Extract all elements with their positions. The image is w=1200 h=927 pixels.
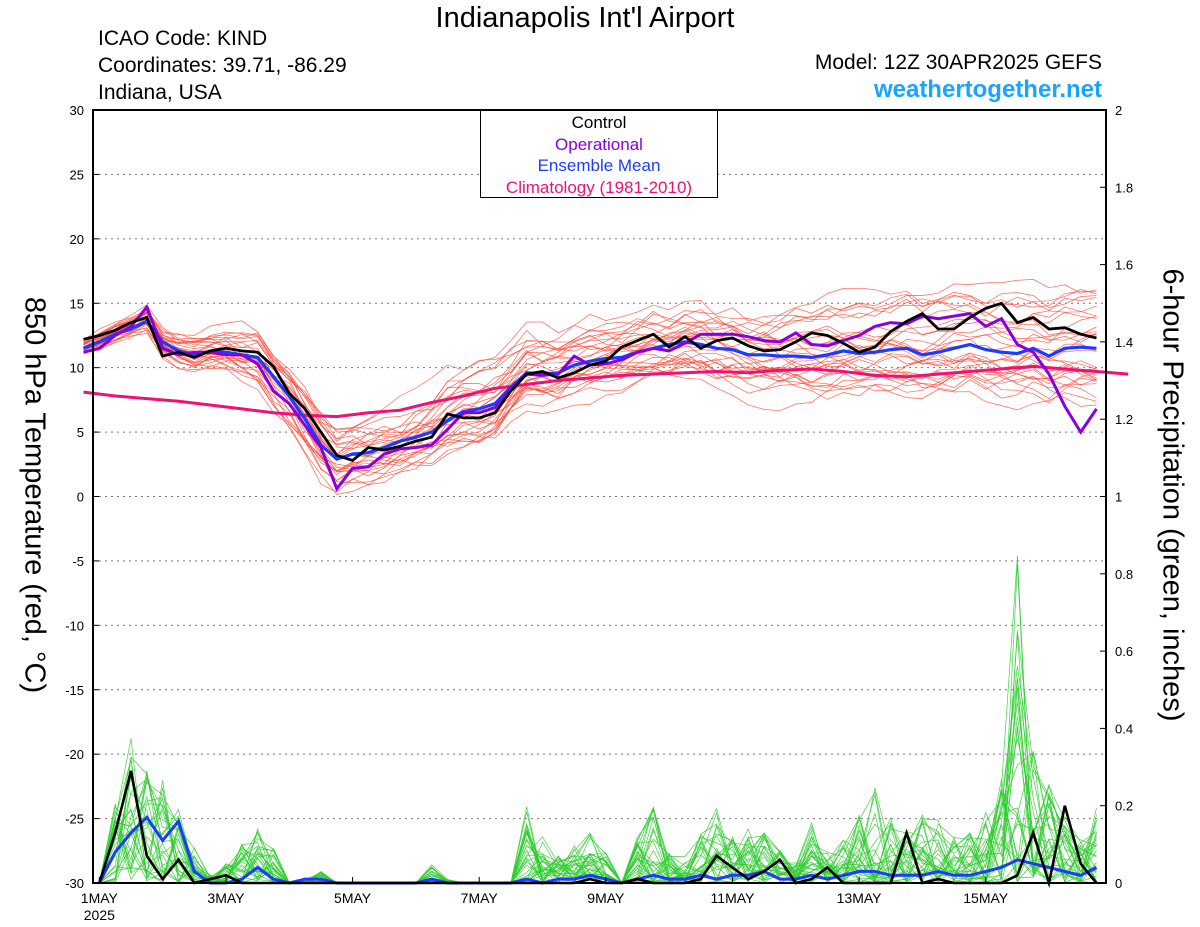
temperature-member-line bbox=[83, 279, 1097, 431]
x-tick-sublabel: 2025 bbox=[84, 907, 115, 923]
temperature-member-line bbox=[83, 293, 1097, 432]
temperature-member-line bbox=[83, 292, 1097, 440]
legend-ensemble-mean: Ensemble Mean bbox=[537, 156, 661, 175]
y-tick-label-left: -25 bbox=[65, 812, 84, 827]
legend-climatology: Climatology (1981-2010) bbox=[505, 177, 693, 197]
precipitation-member-line bbox=[98, 780, 1097, 884]
control-temperature-line bbox=[83, 301, 1097, 462]
ensemble-mean-precipitation-line bbox=[97, 814, 1098, 885]
temperature-member-line bbox=[83, 330, 1097, 495]
y-tick-label-left: 25 bbox=[70, 167, 84, 182]
y-tick-label-right: 0.6 bbox=[1115, 644, 1133, 659]
y-tick-label-right: 1.2 bbox=[1115, 412, 1133, 427]
temperature-member-line bbox=[83, 315, 1097, 456]
icao-code: ICAO Code: KIND bbox=[98, 27, 268, 50]
y-tick-label-left: -30 bbox=[65, 876, 84, 891]
y-tick-label-right: 2 bbox=[1115, 103, 1122, 118]
model-run: Model: 12Z 30APR2025 GEFS bbox=[814, 51, 1102, 74]
x-tick-label: 11MAY bbox=[711, 890, 755, 906]
y-tick-label-left: 15 bbox=[70, 296, 84, 311]
y-tick-label-left: 5 bbox=[77, 425, 84, 440]
ensemble-mean-temperature-line bbox=[82, 319, 1097, 461]
ensemble-members-precipitation bbox=[98, 555, 1097, 885]
y-tick-label-left: -5 bbox=[72, 554, 84, 569]
axis-ticks: -30-25-20-15-10-505101520253000.20.40.60… bbox=[65, 103, 1133, 923]
y-tick-label-left: 0 bbox=[77, 490, 84, 505]
temperature-member-line bbox=[83, 327, 1097, 487]
y-tick-label-left: -20 bbox=[65, 747, 84, 762]
x-tick-label: 5MAY bbox=[334, 890, 372, 906]
y-tick-label-right: 0 bbox=[1115, 876, 1122, 891]
precipitation-member-line bbox=[98, 794, 1097, 884]
precipitation-member-line bbox=[99, 678, 1097, 885]
temperature-member-line bbox=[83, 321, 1097, 493]
y-tick-label-right: 0.4 bbox=[1115, 721, 1133, 736]
temperature-member-line bbox=[83, 316, 1097, 447]
temperature-member-line bbox=[83, 287, 1097, 442]
site-link[interactable]: weathertogether.net bbox=[873, 76, 1102, 103]
ensemble-members-temperature bbox=[83, 279, 1097, 495]
legend-operational: Operational bbox=[555, 134, 643, 154]
y-tick-label-right: 1.6 bbox=[1115, 258, 1133, 273]
x-tick-label: 7MAY bbox=[461, 890, 499, 906]
y-tick-label-right: 1 bbox=[1115, 490, 1122, 505]
y-tick-label-left: -10 bbox=[65, 618, 84, 633]
precipitation-member-line bbox=[98, 725, 1097, 884]
y-tick-label-right: 0.8 bbox=[1115, 567, 1133, 582]
y-tick-label-right: 1.4 bbox=[1115, 335, 1133, 350]
temperature-member-line bbox=[83, 322, 1097, 477]
coordinates: Coordinates: 39.71, -86.29 bbox=[98, 54, 347, 77]
temperature-member-line bbox=[83, 311, 1097, 449]
x-tick-label: 9MAY bbox=[587, 890, 625, 906]
y-tick-label-left: 20 bbox=[70, 232, 84, 247]
x-tick-label: 13MAY bbox=[837, 890, 883, 906]
y-tick-label-left: 30 bbox=[70, 103, 84, 118]
legend-control: Control bbox=[571, 113, 627, 132]
temperature-member-line bbox=[83, 306, 1097, 457]
precipitation-member-line bbox=[98, 563, 1097, 884]
x-tick-label: 1MAY bbox=[81, 890, 119, 906]
main-series-lines bbox=[82, 301, 1129, 889]
temperature-member-line bbox=[83, 291, 1097, 433]
climatology-line bbox=[83, 364, 1129, 419]
y-axis-label-right: 6-hour Precipitation (green, inches) bbox=[1156, 268, 1189, 722]
y-tick-label-left: -15 bbox=[65, 683, 84, 698]
precipitation-member-line bbox=[99, 776, 1097, 884]
y-tick-label-right: 0.2 bbox=[1115, 799, 1133, 814]
temperature-member-line bbox=[83, 323, 1097, 472]
x-tick-label: 15MAY bbox=[963, 890, 1009, 906]
location: Indiana, USA bbox=[98, 81, 222, 104]
temperature-member-line bbox=[83, 327, 1097, 482]
grid-layer bbox=[93, 173, 1106, 820]
legend: Control Operational Ensemble Mean Climat… bbox=[480, 110, 718, 198]
precipitation-member-line bbox=[98, 678, 1097, 884]
temperature-member-line bbox=[83, 300, 1097, 455]
chart-title: Indianapolis Int'l Airport bbox=[435, 2, 735, 34]
y-tick-label-left: 10 bbox=[70, 361, 84, 376]
x-tick-label: 3MAY bbox=[207, 890, 245, 906]
precipitation-member-line bbox=[98, 555, 1097, 884]
y-axis-label-left: 850 hPa Temperature (red, °C) bbox=[18, 296, 51, 694]
temperature-member-line bbox=[83, 322, 1097, 468]
precipitation-member-line bbox=[99, 752, 1097, 884]
y-tick-label-right: 1.8 bbox=[1115, 180, 1133, 195]
